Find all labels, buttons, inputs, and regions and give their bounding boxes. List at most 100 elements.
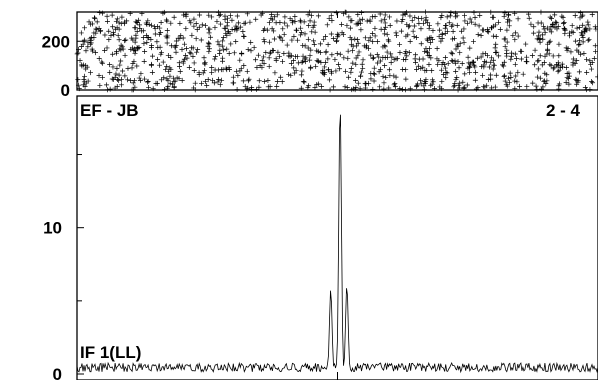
phase-point [326, 16, 332, 22]
phase-point [81, 76, 87, 82]
phase-point [274, 78, 280, 84]
phase-point [333, 38, 339, 44]
phase-point [443, 69, 449, 75]
phase-point [536, 37, 542, 43]
phase-point [439, 13, 445, 19]
phase-point [161, 86, 167, 92]
phase-point [99, 74, 105, 80]
phase-point [371, 65, 377, 71]
phase-point [205, 40, 211, 46]
phase-point [286, 71, 292, 77]
phase-point [529, 53, 535, 59]
phase-point [82, 25, 88, 31]
phase-point [205, 43, 211, 49]
phase-point [261, 78, 267, 84]
phase-point [133, 48, 139, 54]
phase-point [253, 57, 259, 63]
phase-point [444, 14, 450, 20]
phase-point [241, 63, 247, 69]
phase-point [371, 55, 377, 61]
phase-point [78, 30, 84, 36]
phase-point [382, 16, 388, 22]
phase-point [149, 69, 155, 75]
phase-point [224, 33, 230, 39]
phase-point [280, 59, 286, 65]
phase-point [267, 50, 273, 56]
phase-point [340, 11, 346, 17]
phase-point [262, 26, 268, 32]
phase-point [380, 74, 386, 80]
phase-point [502, 43, 508, 49]
phase-point [506, 23, 512, 29]
phase-point [176, 63, 182, 69]
phase-point [113, 18, 119, 24]
phase-point [116, 37, 122, 43]
phase-point [564, 47, 570, 53]
phase-point [515, 69, 521, 75]
phase-point [432, 85, 438, 91]
amplitude-panel-frame [76, 95, 598, 380]
phase-point [168, 20, 174, 26]
phase-point [96, 56, 102, 62]
phase-point [592, 24, 598, 30]
phase-point [565, 76, 571, 82]
phase-point [536, 29, 542, 35]
phase-point [485, 77, 491, 83]
phase-point [468, 19, 474, 25]
phase-point [418, 65, 424, 71]
phase-point [134, 20, 140, 26]
phase-point [240, 78, 246, 84]
phase-point [242, 83, 248, 89]
phase-point [512, 78, 518, 84]
phase-point [450, 28, 456, 34]
phase-point [99, 10, 105, 16]
phase-point [574, 57, 580, 63]
phase-point [501, 63, 507, 69]
phase-point [382, 20, 388, 26]
phase-point [532, 47, 538, 53]
phase-point [427, 22, 432, 28]
phase-point [569, 29, 575, 35]
phase-point [292, 19, 298, 25]
phase-point [264, 27, 270, 33]
phase-point [209, 65, 215, 71]
phase-point [424, 49, 430, 55]
phase-point [553, 19, 559, 25]
phase-point [501, 74, 507, 80]
phase-point [501, 13, 507, 19]
phase-point [75, 50, 81, 56]
phase-point [387, 22, 393, 28]
phase-point [132, 39, 138, 45]
phase-point [159, 50, 165, 56]
phase-point [191, 16, 197, 22]
phase-point [302, 31, 308, 37]
phase-point [580, 12, 586, 18]
phase-point [149, 43, 155, 49]
phase-point [88, 38, 94, 44]
phase-point [256, 78, 262, 84]
phase-point [354, 21, 360, 27]
phase-point [356, 49, 362, 55]
phase-point [329, 70, 335, 76]
phase-point [217, 50, 223, 56]
phase-point [227, 31, 233, 37]
phase-point [180, 35, 186, 41]
phase-point [387, 73, 393, 79]
phase-point [461, 85, 467, 91]
phase-point [193, 21, 199, 27]
phase-point [413, 35, 419, 41]
phase-point [502, 10, 508, 16]
phase-point [106, 37, 112, 43]
phase-point [266, 20, 272, 26]
phase-point [526, 15, 532, 21]
phase-point [577, 15, 583, 21]
phase-point [466, 60, 472, 66]
phase-point [307, 57, 313, 63]
phase-point [289, 53, 295, 59]
phase-point [183, 26, 189, 32]
phase-point [186, 64, 192, 70]
phase-point [215, 79, 221, 85]
phase-point [164, 76, 170, 82]
phase-point [317, 49, 323, 55]
phase-point [398, 28, 404, 34]
